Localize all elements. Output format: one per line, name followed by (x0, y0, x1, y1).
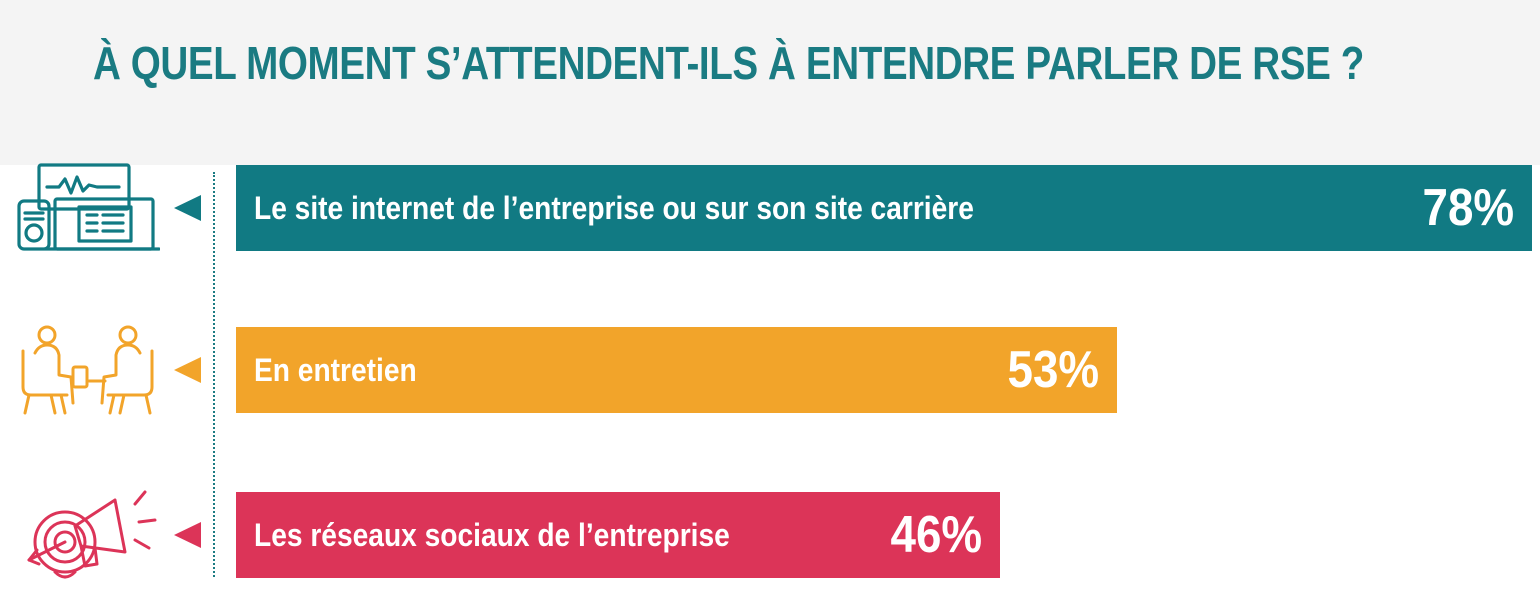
website-devices-icon (17, 163, 160, 251)
chart-axis-line (213, 172, 215, 577)
bar-value-label: 53% (1007, 341, 1099, 399)
bar-value-label: 46% (890, 506, 982, 564)
bar-label: Le site internet de l’entreprise ou sur … (254, 190, 974, 226)
chart-bar: Les réseaux sociaux de l’entreprise 46% (236, 492, 1000, 578)
interview-icon (21, 325, 154, 415)
bar-pointer (174, 195, 201, 221)
bar-pointer (174, 357, 201, 383)
chart-title: À QUEL MOMENT S’ATTENDENT-ILS À ENTENDRE… (93, 37, 1364, 89)
bar-label: Les réseaux sociaux de l’entreprise (254, 517, 730, 553)
chart-bar: En entretien 53% (236, 327, 1117, 413)
megaphone-target-icon (27, 490, 157, 579)
chart-bar: Le site internet de l’entreprise ou sur … (236, 165, 1532, 251)
bar-value-label: 78% (1422, 179, 1514, 237)
header-band (0, 0, 1540, 165)
bar-label: En entretien (254, 352, 417, 388)
bar-pointer (174, 522, 201, 548)
